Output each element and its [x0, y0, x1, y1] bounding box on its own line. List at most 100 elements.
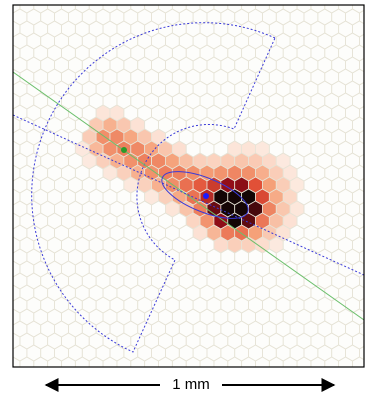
hex-cell: [235, 0, 249, 1]
hex-cell: [346, 369, 360, 385]
scale-label: 1 mm: [172, 376, 210, 393]
hex-cell: [68, 0, 82, 1]
hex-cell: [0, 0, 6, 13]
hex-cell: [359, 369, 365, 385]
hex-cell: [55, 369, 69, 385]
hex-cell: [27, 369, 41, 385]
hex-cell: [242, 381, 256, 395]
hex-cell: [34, 381, 48, 395]
hex-cell: [82, 0, 96, 1]
hex-cell: [0, 93, 6, 109]
hex-cell: [27, 0, 41, 1]
hex-cell: [352, 381, 365, 395]
hex-cell: [103, 381, 117, 395]
hex-cell: [158, 381, 172, 395]
hex-cell: [221, 0, 235, 1]
hex-cell: [0, 9, 13, 25]
hex-cell: [249, 369, 263, 385]
hex-cell: [332, 0, 346, 1]
hex-cell: [0, 333, 6, 349]
hex-cell: [318, 369, 332, 385]
figure: 1 mm: [0, 0, 365, 395]
hex-cell: [0, 285, 6, 301]
hex-cell: [0, 225, 13, 241]
hex-cell: [152, 0, 166, 1]
hex-cell: [214, 381, 228, 395]
hex-cell: [0, 105, 13, 121]
hex-cell: [0, 261, 6, 277]
hex-cell: [13, 0, 27, 1]
hex-cell: [255, 381, 269, 395]
hex-cell: [304, 369, 318, 385]
hex-cell: [0, 237, 6, 253]
hex-cell: [48, 381, 62, 395]
hex-cell: [207, 0, 221, 1]
hex-cell: [332, 369, 346, 385]
hex-cell: [276, 0, 290, 1]
hex-cell: [131, 381, 145, 395]
page: {"scale_bar": {"label": "1 mm"}} 1 mm ((…: [0, 0, 365, 395]
hex-cell: [152, 369, 166, 385]
hex-cell: [62, 381, 76, 395]
hex-cell: [124, 0, 138, 1]
hex-cell: [82, 369, 96, 385]
hex-cell: [0, 69, 6, 85]
hex-cell: [0, 117, 6, 133]
hex-cell: [311, 381, 325, 395]
hex-cell: [262, 0, 276, 1]
hex-cell: [0, 345, 13, 361]
hex-cell: [0, 141, 6, 157]
hex-cell: [193, 0, 207, 1]
hex-cell: [0, 357, 6, 373]
green-point: [121, 147, 127, 153]
hex-cell: [0, 21, 6, 37]
hex-cell: [0, 249, 13, 265]
hex-cell: [249, 0, 263, 1]
hex-cell: [0, 201, 13, 217]
hex-cell: [0, 297, 13, 313]
hex-cell: [0, 189, 6, 205]
hex-cell: [359, 0, 365, 1]
hex-cell: [0, 45, 6, 61]
hex-cell: [96, 369, 110, 385]
hex-cell: [6, 381, 20, 395]
hex-cell: [290, 0, 304, 1]
hex-cell: [221, 369, 235, 385]
hex-cell: [0, 321, 13, 337]
hex-cell: [290, 369, 304, 385]
hex-cell: [13, 369, 27, 385]
hex-cell: [0, 309, 6, 325]
hex-cell: [269, 381, 283, 395]
hex-cell: [41, 0, 55, 1]
hex-cell: [55, 0, 69, 1]
hex-cell: [110, 0, 124, 1]
hex-cell: [0, 33, 13, 49]
hex-cell: [228, 381, 242, 395]
hex-cell: [325, 381, 339, 395]
hex-cell: [138, 369, 152, 385]
hex-cell: [0, 165, 6, 181]
hex-cell: [89, 381, 103, 395]
hex-cell: [138, 0, 152, 1]
hex-cell: [0, 381, 6, 395]
hex-cell: [283, 381, 297, 395]
hex-cell: [68, 369, 82, 385]
hex-cell: [20, 381, 34, 395]
hex-cell: [235, 369, 249, 385]
hex-cell: [0, 129, 13, 145]
hex-cell: [0, 81, 13, 97]
hex-cell: [0, 153, 13, 169]
hex-cell: [145, 381, 159, 395]
hex-cell: [41, 369, 55, 385]
blue-point: [203, 193, 209, 199]
hex-cell: [117, 381, 131, 395]
hex-cell: [96, 0, 110, 1]
hex-cell: [0, 369, 13, 385]
hex-cell: [262, 369, 276, 385]
hex-cell: [0, 273, 13, 289]
hex-cell: [165, 0, 179, 1]
hex-cell: [0, 0, 13, 1]
hex-cell: [179, 0, 193, 1]
hex-cell: [110, 369, 124, 385]
hex-cell: [297, 381, 311, 395]
